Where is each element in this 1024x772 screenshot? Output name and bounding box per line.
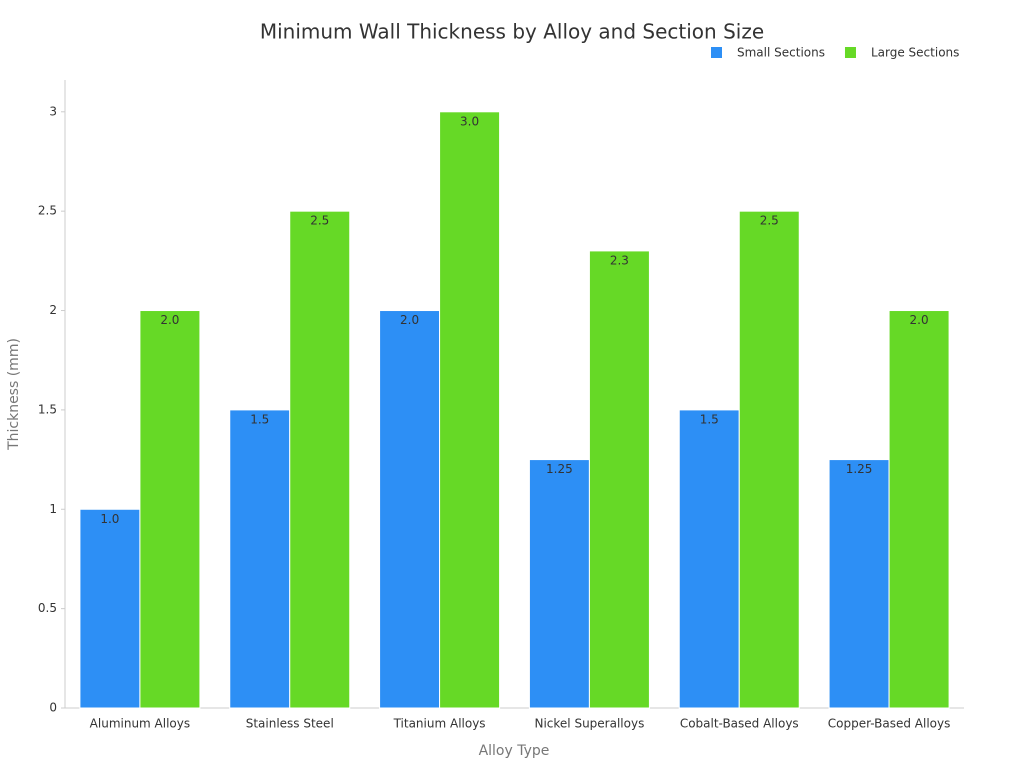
data-label: 2.3 [610,253,629,267]
bar [738,210,800,709]
y-axis-label: Thickness (mm) [6,338,22,451]
y-tick-label: 3 [49,104,57,118]
y-tick-label: 1.5 [38,402,57,416]
bar [439,111,501,709]
x-tick-label: Nickel Superalloys [534,717,644,731]
data-label: 2.5 [310,214,329,228]
bar [79,508,141,709]
x-tick-label: Cobalt-Based Alloys [680,717,799,731]
bar [229,409,291,709]
legend-label: Small Sections [737,46,825,60]
data-label: 3.0 [460,114,479,128]
y-tick-label: 0 [49,701,57,715]
bar [528,459,590,709]
bar [289,210,351,709]
x-tick-label: Aluminum Alloys [90,717,190,731]
y-tick-label: 2 [49,303,57,317]
x-tick-label: Titanium Alloys [393,717,486,731]
data-label: 1.5 [250,412,269,426]
data-label: 1.25 [546,462,573,476]
bar [828,459,890,709]
y-tick-label: 1 [49,502,57,516]
data-label: 2.0 [160,313,179,327]
legend-swatch [711,47,722,58]
x-tick-label: Stainless Steel [246,717,334,731]
bar [888,310,950,709]
x-axis-label: Alloy Type [479,743,550,759]
data-label: 2.5 [760,214,779,228]
bar [678,409,740,709]
legend-label: Large Sections [871,46,959,60]
data-label: 1.25 [846,462,873,476]
y-tick-label: 0.5 [38,601,57,615]
bar [139,310,201,709]
data-label: 1.0 [100,512,119,526]
data-label: 2.0 [910,313,929,327]
bar [379,310,441,709]
data-label: 1.5 [700,412,719,426]
data-label: 2.0 [400,313,419,327]
y-tick-label: 2.5 [38,204,57,218]
chart-title: Minimum Wall Thickness by Alloy and Sect… [260,20,764,44]
x-tick-label: Copper-Based Alloys [828,717,951,731]
legend-swatch [844,47,856,58]
bar [588,250,650,709]
